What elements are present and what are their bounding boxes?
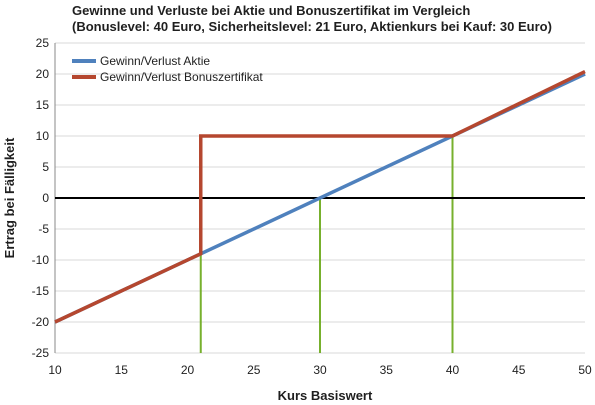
y-tick-label: -10 (32, 253, 50, 267)
y-tick-label: 0 (42, 191, 49, 205)
x-tick-label: 50 (578, 363, 592, 377)
y-tick-labels: -25 -20 -15 -10 -5 0 5 10 15 20 25 (32, 36, 50, 360)
y-tick-label: -20 (32, 315, 50, 329)
legend-label-aktie: Gewinn/Verlust Aktie (100, 54, 210, 68)
legend-label-bonuszertifikat: Gewinn/Verlust Bonuszertifikat (100, 70, 263, 84)
x-tick-label: 45 (512, 363, 526, 377)
y-axis-title: Ertrag bei Fälligkeit (2, 137, 17, 258)
series-line-bonuszertifikat (54, 69, 586, 324)
y-tick-label: -15 (32, 284, 50, 298)
x-tick-labels: 10 15 20 25 30 35 40 45 50 (48, 363, 592, 377)
y-tick-label: -5 (38, 222, 49, 236)
y-tick-label: 5 (42, 160, 49, 174)
y-tick-label: 15 (36, 98, 50, 112)
y-tick-label: 10 (36, 129, 50, 143)
x-tick-label: 20 (181, 363, 195, 377)
vertical-marker-lines (199, 136, 454, 353)
x-tick-label: 15 (115, 363, 129, 377)
x-tick-label: 30 (313, 363, 327, 377)
chart-title-line-2: (Bonuslevel: 40 Euro, Sicherheitslevel: … (72, 19, 552, 34)
y-tick-label: 25 (36, 36, 50, 50)
x-tick-label: 25 (247, 363, 261, 377)
x-axis-title: Kurs Basiswert (278, 388, 373, 403)
legend: Gewinn/Verlust Aktie Gewinn/Verlust Bonu… (72, 54, 263, 84)
y-tick-label: 20 (36, 67, 50, 81)
y-tick-label: -25 (32, 346, 50, 360)
series-lines (54, 69, 586, 324)
x-tick-label: 10 (48, 363, 62, 377)
chart-title-line-1: Gewinne und Verluste bei Aktie und Bonus… (72, 3, 470, 18)
x-tick-label: 40 (446, 363, 460, 377)
x-tick-label: 35 (380, 363, 394, 377)
